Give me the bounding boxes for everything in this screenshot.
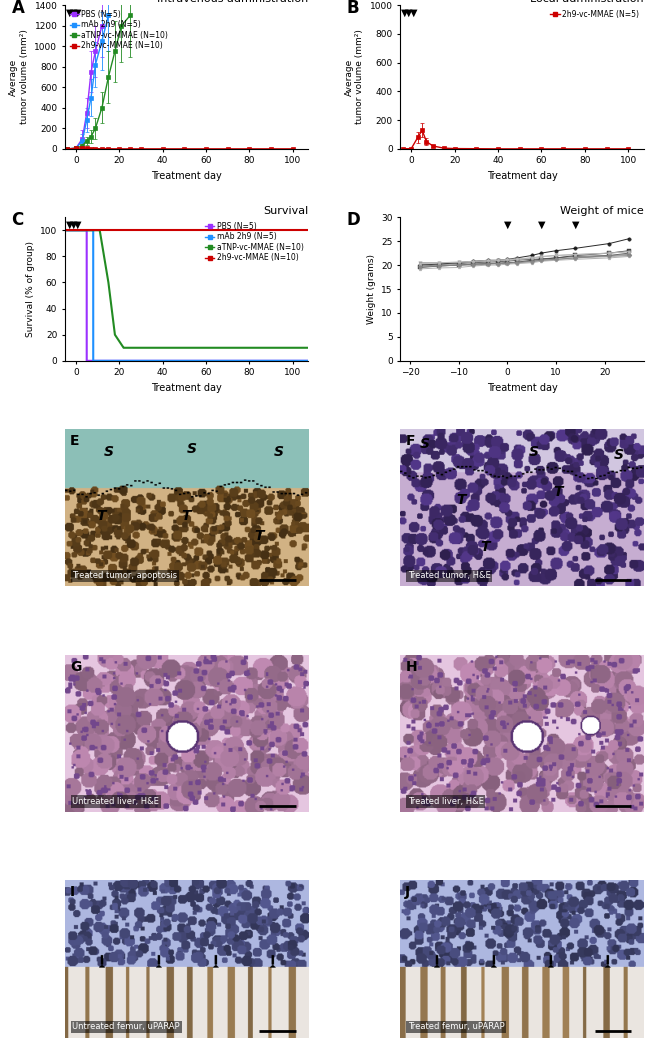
Y-axis label: Survival (% of group): Survival (% of group) bbox=[25, 241, 34, 337]
Text: ▼: ▼ bbox=[66, 8, 73, 18]
Text: T: T bbox=[481, 540, 490, 554]
Text: T: T bbox=[255, 529, 264, 543]
Text: T: T bbox=[97, 509, 106, 523]
Text: ▼: ▼ bbox=[401, 8, 408, 18]
Text: ▼: ▼ bbox=[74, 220, 82, 231]
Text: T: T bbox=[182, 509, 191, 523]
X-axis label: Treatment day: Treatment day bbox=[151, 383, 222, 393]
X-axis label: Treatment day: Treatment day bbox=[151, 171, 222, 181]
Text: S: S bbox=[614, 448, 624, 462]
Text: Treated femur, uPARAP: Treated femur, uPARAP bbox=[408, 1022, 504, 1032]
Text: ▼: ▼ bbox=[406, 8, 413, 18]
Text: Weight of mice: Weight of mice bbox=[560, 207, 644, 216]
Text: ▼: ▼ bbox=[70, 8, 77, 18]
Text: T: T bbox=[456, 493, 466, 507]
Text: F: F bbox=[406, 434, 415, 447]
Text: E: E bbox=[70, 434, 79, 447]
Text: G: G bbox=[70, 659, 81, 674]
Text: Untreated liver, H&E: Untreated liver, H&E bbox=[72, 797, 159, 806]
Legend: 2h9-vc-MMAE (N=5): 2h9-vc-MMAE (N=5) bbox=[550, 9, 640, 20]
Text: Untreated femur, uPARAP: Untreated femur, uPARAP bbox=[72, 1022, 180, 1032]
Text: B: B bbox=[347, 0, 359, 18]
Text: H: H bbox=[406, 659, 417, 674]
Text: S: S bbox=[420, 437, 430, 451]
Text: ▼: ▼ bbox=[66, 220, 73, 231]
Text: S: S bbox=[274, 445, 284, 459]
Text: ▼: ▼ bbox=[74, 8, 82, 18]
Text: ▼: ▼ bbox=[572, 220, 579, 231]
Y-axis label: Average
tumor volume (mm²): Average tumor volume (mm²) bbox=[9, 29, 29, 124]
Text: I: I bbox=[70, 886, 75, 899]
Text: ▼: ▼ bbox=[538, 220, 545, 231]
Text: Treated tumor, H&E: Treated tumor, H&E bbox=[408, 572, 491, 580]
Text: ▼: ▼ bbox=[410, 8, 417, 18]
Text: Treated liver, H&E: Treated liver, H&E bbox=[408, 797, 484, 806]
X-axis label: Treatment day: Treatment day bbox=[487, 171, 557, 181]
Text: J: J bbox=[406, 886, 410, 899]
Legend: PBS (N=5), mAb 2h9 (N=5), aTNP-vc-MMAE (N=10), 2h9-vc-MMAE (N=10): PBS (N=5), mAb 2h9 (N=5), aTNP-vc-MMAE (… bbox=[69, 9, 169, 51]
Text: A: A bbox=[12, 0, 25, 18]
Text: Intravenous administration: Intravenous administration bbox=[157, 0, 308, 4]
Text: C: C bbox=[12, 212, 24, 229]
Text: D: D bbox=[347, 212, 361, 229]
Text: Survival: Survival bbox=[263, 207, 308, 216]
Text: S: S bbox=[187, 442, 196, 456]
Y-axis label: Average
tumor volume (mm²): Average tumor volume (mm²) bbox=[345, 29, 364, 124]
Text: T: T bbox=[554, 485, 563, 500]
Text: Treated tumor, apoptosis: Treated tumor, apoptosis bbox=[72, 572, 177, 580]
Text: S: S bbox=[104, 445, 114, 459]
Text: Local administration: Local administration bbox=[530, 0, 644, 4]
Text: ▼: ▼ bbox=[70, 220, 77, 231]
Legend: PBS (N=5), mAb 2h9 (N=5), aTNP-vc-MMAE (N=10), 2h9-vc-MMAE (N=10): PBS (N=5), mAb 2h9 (N=5), aTNP-vc-MMAE (… bbox=[204, 221, 304, 263]
X-axis label: Treatment day: Treatment day bbox=[487, 383, 557, 393]
Y-axis label: Weight (grams): Weight (grams) bbox=[367, 254, 376, 324]
Text: S: S bbox=[529, 445, 539, 459]
Text: ▼: ▼ bbox=[504, 220, 511, 231]
